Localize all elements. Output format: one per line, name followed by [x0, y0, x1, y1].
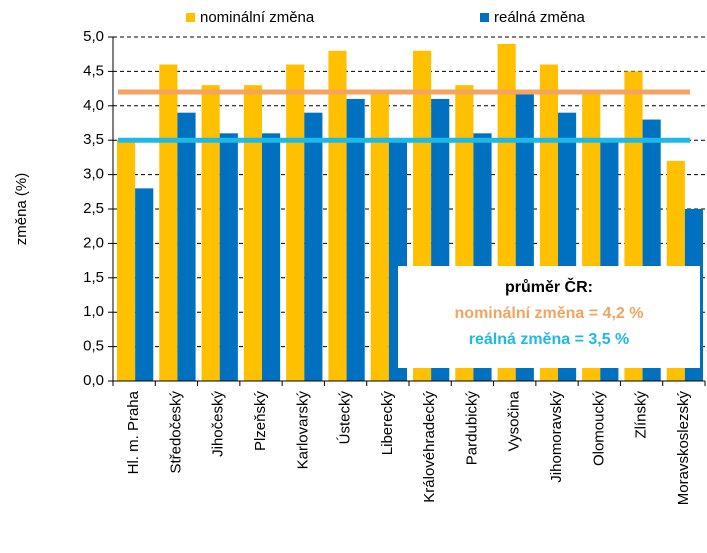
y-tick-label: 0,0: [83, 372, 104, 389]
x-tick-label: Pardubický: [463, 391, 480, 466]
legend-swatch: [480, 13, 489, 22]
x-tick-label: Karlovarský: [294, 391, 311, 470]
annotation-title: průměr ČR:: [505, 277, 593, 296]
x-tick-label: Liberecký: [379, 391, 396, 456]
y-tick-label: 2,5: [83, 200, 104, 217]
y-tick-label: 5,0: [83, 28, 104, 45]
y-tick-label: 3,5: [83, 131, 104, 148]
y-tick-label: 2,0: [83, 234, 104, 251]
x-tick-label: Plzeňský: [252, 391, 269, 452]
y-tick-label: 4,5: [83, 62, 104, 79]
bar: [346, 98, 365, 382]
y-tick-label: 0,5: [83, 338, 104, 355]
bar: [117, 140, 136, 381]
y-tick-label: 3,0: [83, 166, 104, 183]
x-tick-label: Hl. m. Praha: [125, 390, 142, 474]
annotation-line: reálná změna = 3,5 %: [469, 331, 630, 348]
bar: [219, 133, 238, 381]
bar: [135, 188, 154, 381]
bar: [286, 64, 305, 382]
bar: [201, 85, 220, 381]
x-tick-label: Moravskoslezský: [675, 391, 692, 506]
x-tick-label: Zlínský: [633, 391, 650, 439]
bar: [243, 85, 262, 381]
annotation-line: nominální změna = 4,2 %: [455, 305, 644, 322]
y-tick-label: 1,0: [83, 303, 104, 320]
x-tick-label: Olomoucký: [590, 391, 607, 467]
x-tick-label: Královéhradecký: [421, 391, 438, 503]
bar: [177, 112, 196, 382]
legend-swatch: [186, 13, 195, 22]
y-axis-label: změna (%): [13, 173, 30, 246]
x-tick-label: Středočeský: [167, 391, 184, 474]
bar: [370, 92, 389, 381]
x-tick-label: Ústecký: [337, 391, 354, 445]
x-tick-label: Jihočeský: [210, 391, 227, 457]
bar: [304, 112, 323, 382]
bar: [262, 133, 281, 381]
annotation-box: [398, 266, 700, 368]
legend-label: nominální změna: [200, 9, 315, 26]
y-tick-label: 4,0: [83, 97, 104, 114]
x-tick-label: Vysočina: [506, 390, 523, 451]
y-tick-label: 1,5: [83, 269, 104, 286]
x-tick-label: Jihomoravský: [548, 391, 565, 483]
legend-label: reálná změna: [494, 9, 586, 26]
bar: [328, 50, 347, 381]
bar: [159, 64, 178, 382]
